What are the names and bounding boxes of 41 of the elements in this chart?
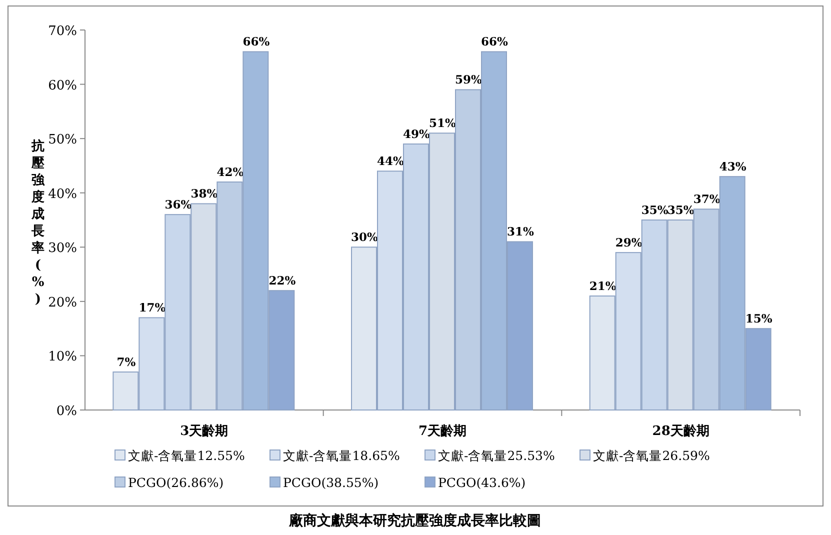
y-tick-label: 60% bbox=[48, 78, 77, 94]
data-label: 15% bbox=[745, 312, 772, 326]
data-label: 7% bbox=[116, 355, 136, 369]
y-tick-label: 10% bbox=[48, 350, 77, 365]
legend-label: 文獻-含氧量12.55% bbox=[128, 448, 246, 463]
data-label: 21% bbox=[589, 279, 616, 293]
x-tick-label: 7天齡期 bbox=[418, 424, 467, 439]
text: 廠商文獻與本研究抗壓強度成長率比較圖 bbox=[288, 512, 541, 529]
data-label: 35% bbox=[667, 203, 694, 217]
data-label: 43% bbox=[719, 160, 746, 174]
legend-label: PCGO(43.6%) bbox=[438, 475, 526, 490]
data-label: 38% bbox=[190, 186, 218, 201]
legend-label: 文獻-含氧量26.59% bbox=[593, 448, 710, 463]
text: 抗壓強度成長率(%) bbox=[32, 139, 44, 307]
y-tick-label: 30% bbox=[48, 241, 77, 256]
data-label: 49% bbox=[403, 127, 430, 141]
legend-label: 文獻-含氧量25.53% bbox=[438, 448, 556, 463]
data-label: 30% bbox=[351, 230, 378, 244]
data-label: 66% bbox=[481, 34, 508, 49]
data-label: 51% bbox=[429, 116, 456, 130]
data-label: 17% bbox=[138, 300, 166, 315]
y-tick-label: 40% bbox=[48, 186, 77, 202]
data-label: 36% bbox=[164, 198, 192, 212]
data-label: 44% bbox=[377, 154, 404, 168]
data-label: 59% bbox=[455, 72, 482, 87]
legend-label: PCGO(38.55%) bbox=[283, 475, 379, 490]
data-label: 42% bbox=[216, 165, 244, 179]
data-label: 35% bbox=[641, 203, 668, 217]
y-tick-label: 0% bbox=[56, 404, 77, 419]
legend-label: 文獻-含氧量18.65% bbox=[283, 448, 400, 463]
y-tick-label: 50% bbox=[48, 132, 77, 148]
data-label: 66% bbox=[242, 34, 270, 49]
x-tick-label: 28天齡期 bbox=[652, 424, 710, 439]
data-label: 37% bbox=[693, 192, 720, 206]
data-label: 31% bbox=[507, 224, 534, 239]
data-label: 29% bbox=[615, 236, 642, 250]
y-tick-label: 20% bbox=[48, 295, 77, 310]
data-label: 22% bbox=[268, 274, 296, 288]
y-tick-label: 70% bbox=[48, 24, 77, 39]
x-tick-label: 3天齡期 bbox=[180, 424, 228, 439]
legend-label: PCGO(26.86%) bbox=[128, 475, 224, 490]
